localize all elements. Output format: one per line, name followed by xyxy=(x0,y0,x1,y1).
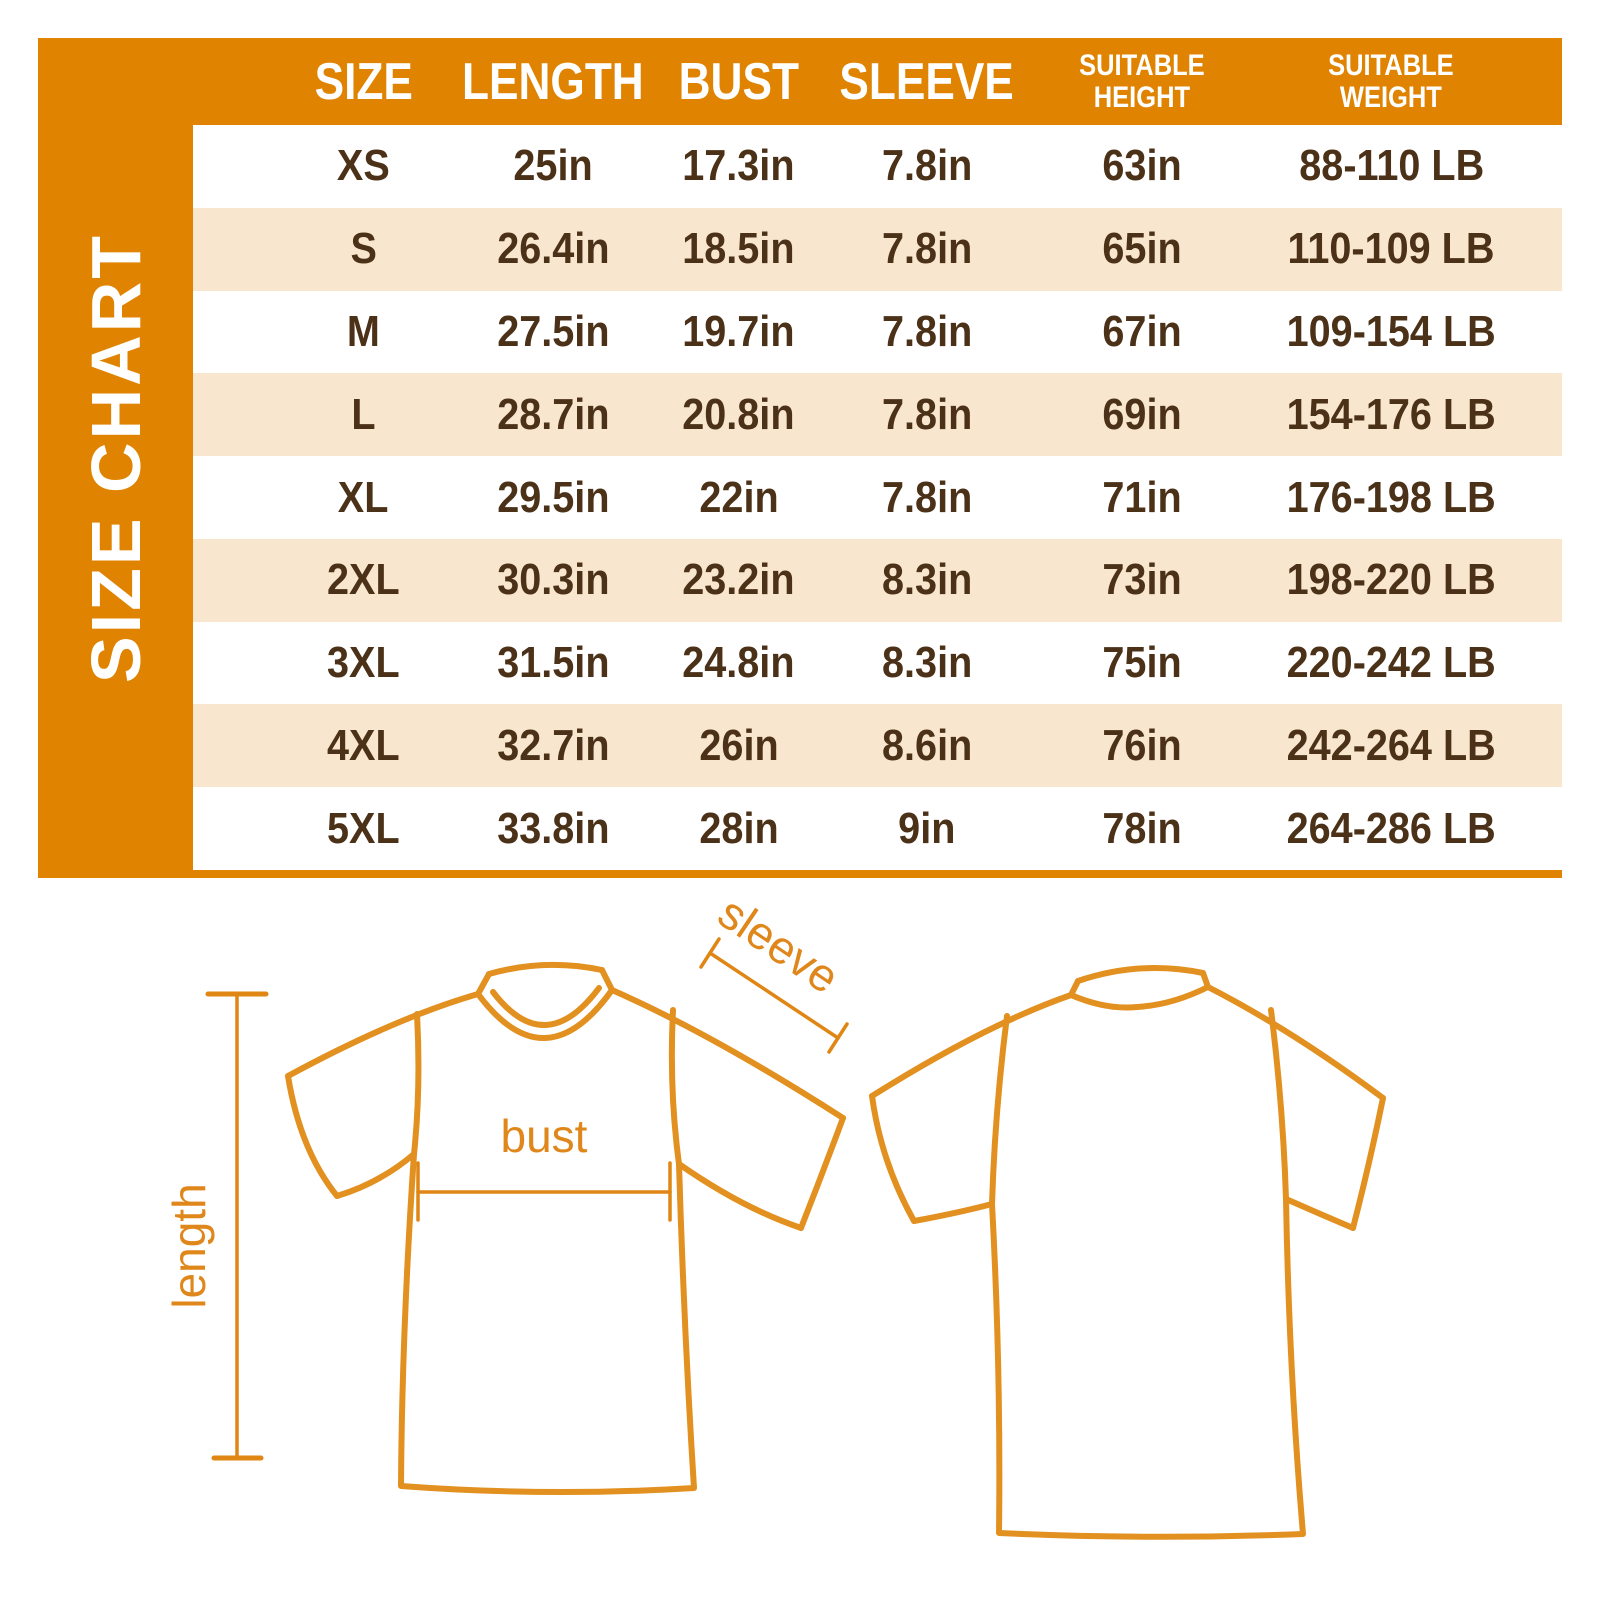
cell-height: 76in xyxy=(1102,720,1182,770)
cell-weight: 109-154 LB xyxy=(1286,306,1496,356)
cell-size: 2XL xyxy=(326,555,400,605)
cell-sleeve: 9in xyxy=(898,803,956,853)
table-row: S 26.4in 18.5in 7.8in 65in 110-109 LB xyxy=(193,207,1562,291)
cell-length: 25in xyxy=(513,141,593,191)
cell-weight: 110-109 LB xyxy=(1287,224,1495,274)
cell-length: 31.5in xyxy=(496,638,610,688)
column-header-size: SIZE xyxy=(314,52,413,111)
tshirt-back-outline xyxy=(869,965,1386,1540)
cell-sleeve: 8.3in xyxy=(881,638,972,688)
cell-bust: 20.8in xyxy=(682,389,795,439)
cell-sleeve: 7.8in xyxy=(881,141,972,191)
cell-height: 63in xyxy=(1102,141,1182,191)
cell-height: 65in xyxy=(1102,224,1182,274)
cell-bust: 17.3in xyxy=(682,141,795,191)
cell-size: S xyxy=(350,224,377,274)
cell-length: 27.5in xyxy=(496,306,610,356)
table-row: M 27.5in 19.7in 7.8in 67in 109-154 LB xyxy=(193,290,1562,374)
cell-length: 28.7in xyxy=(496,389,610,439)
cell-height: 78in xyxy=(1102,803,1182,853)
table-row: 2XL 30.3in 23.2in 8.3in 73in 198-220 LB xyxy=(193,538,1562,622)
cell-length: 32.7in xyxy=(496,720,610,770)
cell-weight: 242-264 LB xyxy=(1286,720,1496,770)
cell-size: M xyxy=(346,306,380,356)
measurement-diagram: length bust sleeve xyxy=(163,900,1386,1540)
table-row: 3XL 31.5in 24.8in 8.3in 75in 220-242 LB xyxy=(193,621,1562,705)
cell-bust: 24.8in xyxy=(682,638,795,688)
table-header: SIZE LENGTH BUST SLEEVE SUITABLE HEIGHT … xyxy=(193,38,1562,125)
column-header-suitable-weight: SUITABLE WEIGHT xyxy=(1328,49,1455,114)
cell-weight: 198-220 LB xyxy=(1286,555,1496,605)
cell-size: 5XL xyxy=(326,803,400,853)
cell-bust: 18.5in xyxy=(682,224,795,274)
size-chart-panel: SIZE CHART SIZE LENGTH BUST SLEEVE SUITA… xyxy=(38,38,1562,878)
bust-label: bust xyxy=(501,1110,588,1162)
table-row: XL 29.5in 22in 7.8in 71in 176-198 LB xyxy=(193,456,1562,539)
table-row: 4XL 32.7in 26in 8.6in 76in 242-264 LB xyxy=(193,704,1562,788)
cell-height: 73in xyxy=(1102,555,1182,605)
chart-title: SIZE CHART xyxy=(76,233,155,683)
column-header-sleeve: SLEEVE xyxy=(839,52,1014,111)
cell-bust: 23.2in xyxy=(682,555,795,605)
cell-height: 67in xyxy=(1102,306,1182,356)
cell-sleeve: 7.8in xyxy=(881,306,972,356)
table-row: XS 25in 17.3in 7.8in 63in 88-110 LB xyxy=(193,125,1562,208)
cell-sleeve: 7.8in xyxy=(881,472,972,522)
cell-size: XS xyxy=(336,141,390,191)
length-measure-line: length xyxy=(163,991,269,1461)
cell-weight: 176-198 LB xyxy=(1286,472,1496,522)
cell-height: 69in xyxy=(1102,389,1182,439)
column-header-suitable-height: SUITABLE HEIGHT xyxy=(1079,49,1206,114)
cell-bust: 26in xyxy=(698,720,779,770)
cell-weight: 220-242 LB xyxy=(1286,638,1496,688)
cell-length: 29.5in xyxy=(496,472,610,522)
cell-weight: 264-286 LB xyxy=(1286,803,1496,853)
cell-size: 3XL xyxy=(326,638,400,688)
cell-height: 71in xyxy=(1102,472,1182,522)
cell-size: 4XL xyxy=(326,720,400,770)
cell-bust: 22in xyxy=(698,472,779,522)
sleeve-measure-line: sleeve xyxy=(699,900,849,1054)
cell-sleeve: 8.3in xyxy=(881,555,972,605)
tshirt-front-outline xyxy=(285,961,846,1496)
cell-height: 75in xyxy=(1102,638,1182,688)
table-row: 5XL 33.8in 28in 9in 78in 264-286 LB xyxy=(193,787,1562,871)
cell-weight: 154-176 LB xyxy=(1286,389,1496,439)
cell-length: 30.3in xyxy=(496,555,610,605)
cell-length: 33.8in xyxy=(496,803,610,853)
bust-measure-line: bust xyxy=(416,1110,672,1222)
cell-length: 26.4in xyxy=(496,224,610,274)
cell-sleeve: 8.6in xyxy=(881,720,972,770)
cell-bust: 19.7in xyxy=(682,306,795,356)
chart-title-band: SIZE CHART xyxy=(38,38,193,878)
table-row: L 28.7in 20.8in 7.8in 69in 154-176 LB xyxy=(193,373,1562,457)
cell-size: XL xyxy=(337,472,389,522)
cell-size: L xyxy=(351,389,376,439)
column-header-bust: BUST xyxy=(678,52,799,111)
cell-bust: 28in xyxy=(698,803,779,853)
column-header-length: LENGTH xyxy=(462,52,644,111)
cell-sleeve: 7.8in xyxy=(881,224,972,274)
table-body: XS 25in 17.3in 7.8in 63in 88-110 LB S 26.4in 18.… xyxy=(193,125,1562,871)
sleeve-label: sleeve xyxy=(709,900,848,1003)
cell-weight: 88-110 LB xyxy=(1298,141,1484,191)
length-label: length xyxy=(163,1183,215,1308)
cell-sleeve: 7.8in xyxy=(881,389,972,439)
